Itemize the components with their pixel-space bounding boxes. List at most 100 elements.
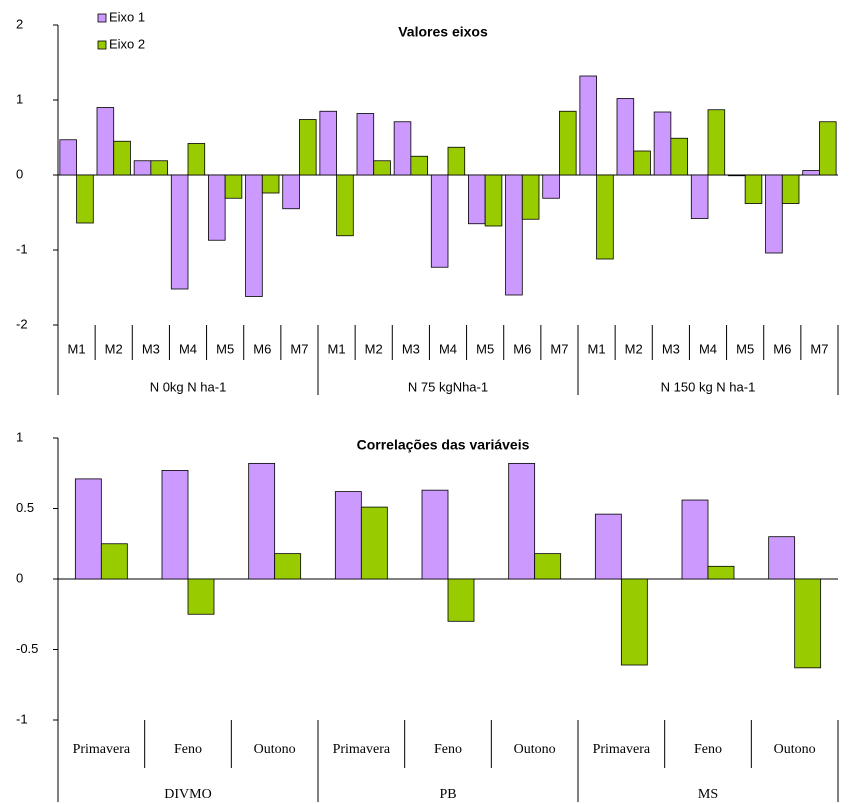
- y-tick-label: 1: [16, 429, 23, 444]
- legend-label: Eixo 2: [109, 36, 145, 51]
- y-tick-label: -1: [16, 711, 28, 726]
- bar: [447, 578, 475, 622]
- y-tick-label: 1: [16, 91, 23, 106]
- bar: [59, 139, 77, 176]
- y-tick-label: 0: [16, 570, 23, 585]
- bar: [208, 174, 226, 241]
- legend-swatch: [97, 40, 107, 50]
- bar: [707, 565, 735, 580]
- x-tick-label: Outono: [514, 742, 556, 757]
- x-tick-label: M6: [253, 341, 271, 356]
- bar: [468, 174, 486, 225]
- bar: [161, 470, 189, 580]
- group-label: DIVMO: [164, 787, 211, 802]
- bar: [334, 491, 362, 580]
- x-tick-label: M1: [68, 341, 86, 356]
- bar: [802, 170, 820, 176]
- group-label: PB: [439, 787, 456, 802]
- x-tick-label: M7: [550, 341, 568, 356]
- x-tick-label: M6: [513, 341, 531, 356]
- bar: [224, 174, 243, 199]
- x-tick-label: M2: [625, 341, 643, 356]
- y-tick-label: -1: [16, 241, 28, 256]
- bar: [559, 110, 577, 176]
- bar: [360, 506, 388, 580]
- bar: [447, 146, 466, 176]
- bar: [336, 174, 354, 237]
- x-tick-label: Feno: [174, 742, 202, 757]
- bar: [728, 174, 746, 177]
- bar: [794, 578, 822, 669]
- x-tick-label: M5: [736, 341, 754, 356]
- x-tick-label: M7: [810, 341, 828, 356]
- bar: [633, 150, 651, 176]
- bar: [299, 119, 317, 176]
- bar: [594, 513, 622, 580]
- x-tick-label: M4: [439, 341, 457, 356]
- bar: [521, 174, 540, 220]
- bar: [505, 174, 523, 296]
- bar: [670, 137, 688, 176]
- bar: [620, 578, 648, 666]
- x-tick-label: Feno: [694, 742, 722, 757]
- x-tick-label: M6: [773, 341, 791, 356]
- bar: [150, 160, 168, 176]
- bar: [96, 107, 115, 176]
- bar: [421, 489, 449, 580]
- x-tick-label: M1: [588, 341, 606, 356]
- bar: [534, 553, 562, 580]
- x-tick-label: M1: [328, 341, 346, 356]
- y-tick-label: 0: [16, 166, 23, 181]
- bar: [133, 160, 152, 176]
- group-label: N 150 kg N ha-1: [661, 379, 756, 394]
- bar: [170, 174, 189, 290]
- bar: [76, 174, 94, 224]
- x-tick-label: Outono: [774, 742, 816, 757]
- group-label: N 0kg N ha-1: [150, 379, 227, 394]
- bar: [100, 543, 128, 580]
- x-tick-label: M2: [365, 341, 383, 356]
- y-tick-label: 2: [16, 16, 23, 31]
- legend-label: Eixo 1: [109, 9, 145, 24]
- bar: [282, 174, 300, 210]
- x-tick-label: Primavera: [593, 742, 651, 757]
- bar: [765, 174, 783, 254]
- bar: [781, 174, 800, 204]
- bar: [410, 155, 428, 176]
- bar: [484, 174, 503, 227]
- x-tick-label: M3: [662, 341, 680, 356]
- bar: [707, 109, 726, 176]
- y-tick-label: -0.5: [16, 641, 38, 656]
- bar: [616, 98, 635, 176]
- chart-title: Correlações das variáveis: [357, 437, 530, 453]
- x-tick-label: M3: [402, 341, 420, 356]
- x-tick-label: M5: [216, 341, 234, 356]
- group-label: MS: [698, 787, 718, 802]
- x-tick-label: Primavera: [333, 742, 391, 757]
- bar: [690, 174, 709, 219]
- chart-title: Valores eixos: [398, 24, 488, 40]
- y-tick-label: -2: [16, 316, 28, 331]
- bar: [542, 174, 560, 199]
- bar: [248, 462, 276, 580]
- bar: [74, 478, 102, 580]
- bar: [430, 174, 449, 268]
- bar: [596, 174, 614, 260]
- y-tick-label: 0.5: [16, 500, 34, 515]
- bar: [819, 121, 837, 176]
- bar: [579, 75, 597, 176]
- bar: [744, 174, 763, 204]
- x-tick-label: Primavera: [73, 742, 131, 757]
- legend-swatch: [97, 13, 107, 23]
- bar: [274, 553, 302, 580]
- bar: [393, 121, 412, 176]
- x-tick-label: Outono: [254, 742, 296, 757]
- bar: [261, 174, 280, 194]
- x-tick-label: Feno: [434, 742, 462, 757]
- x-tick-label: M2: [105, 341, 123, 356]
- bar: [245, 174, 263, 297]
- x-tick-label: M7: [290, 341, 308, 356]
- bar: [681, 499, 709, 580]
- bar: [187, 578, 215, 615]
